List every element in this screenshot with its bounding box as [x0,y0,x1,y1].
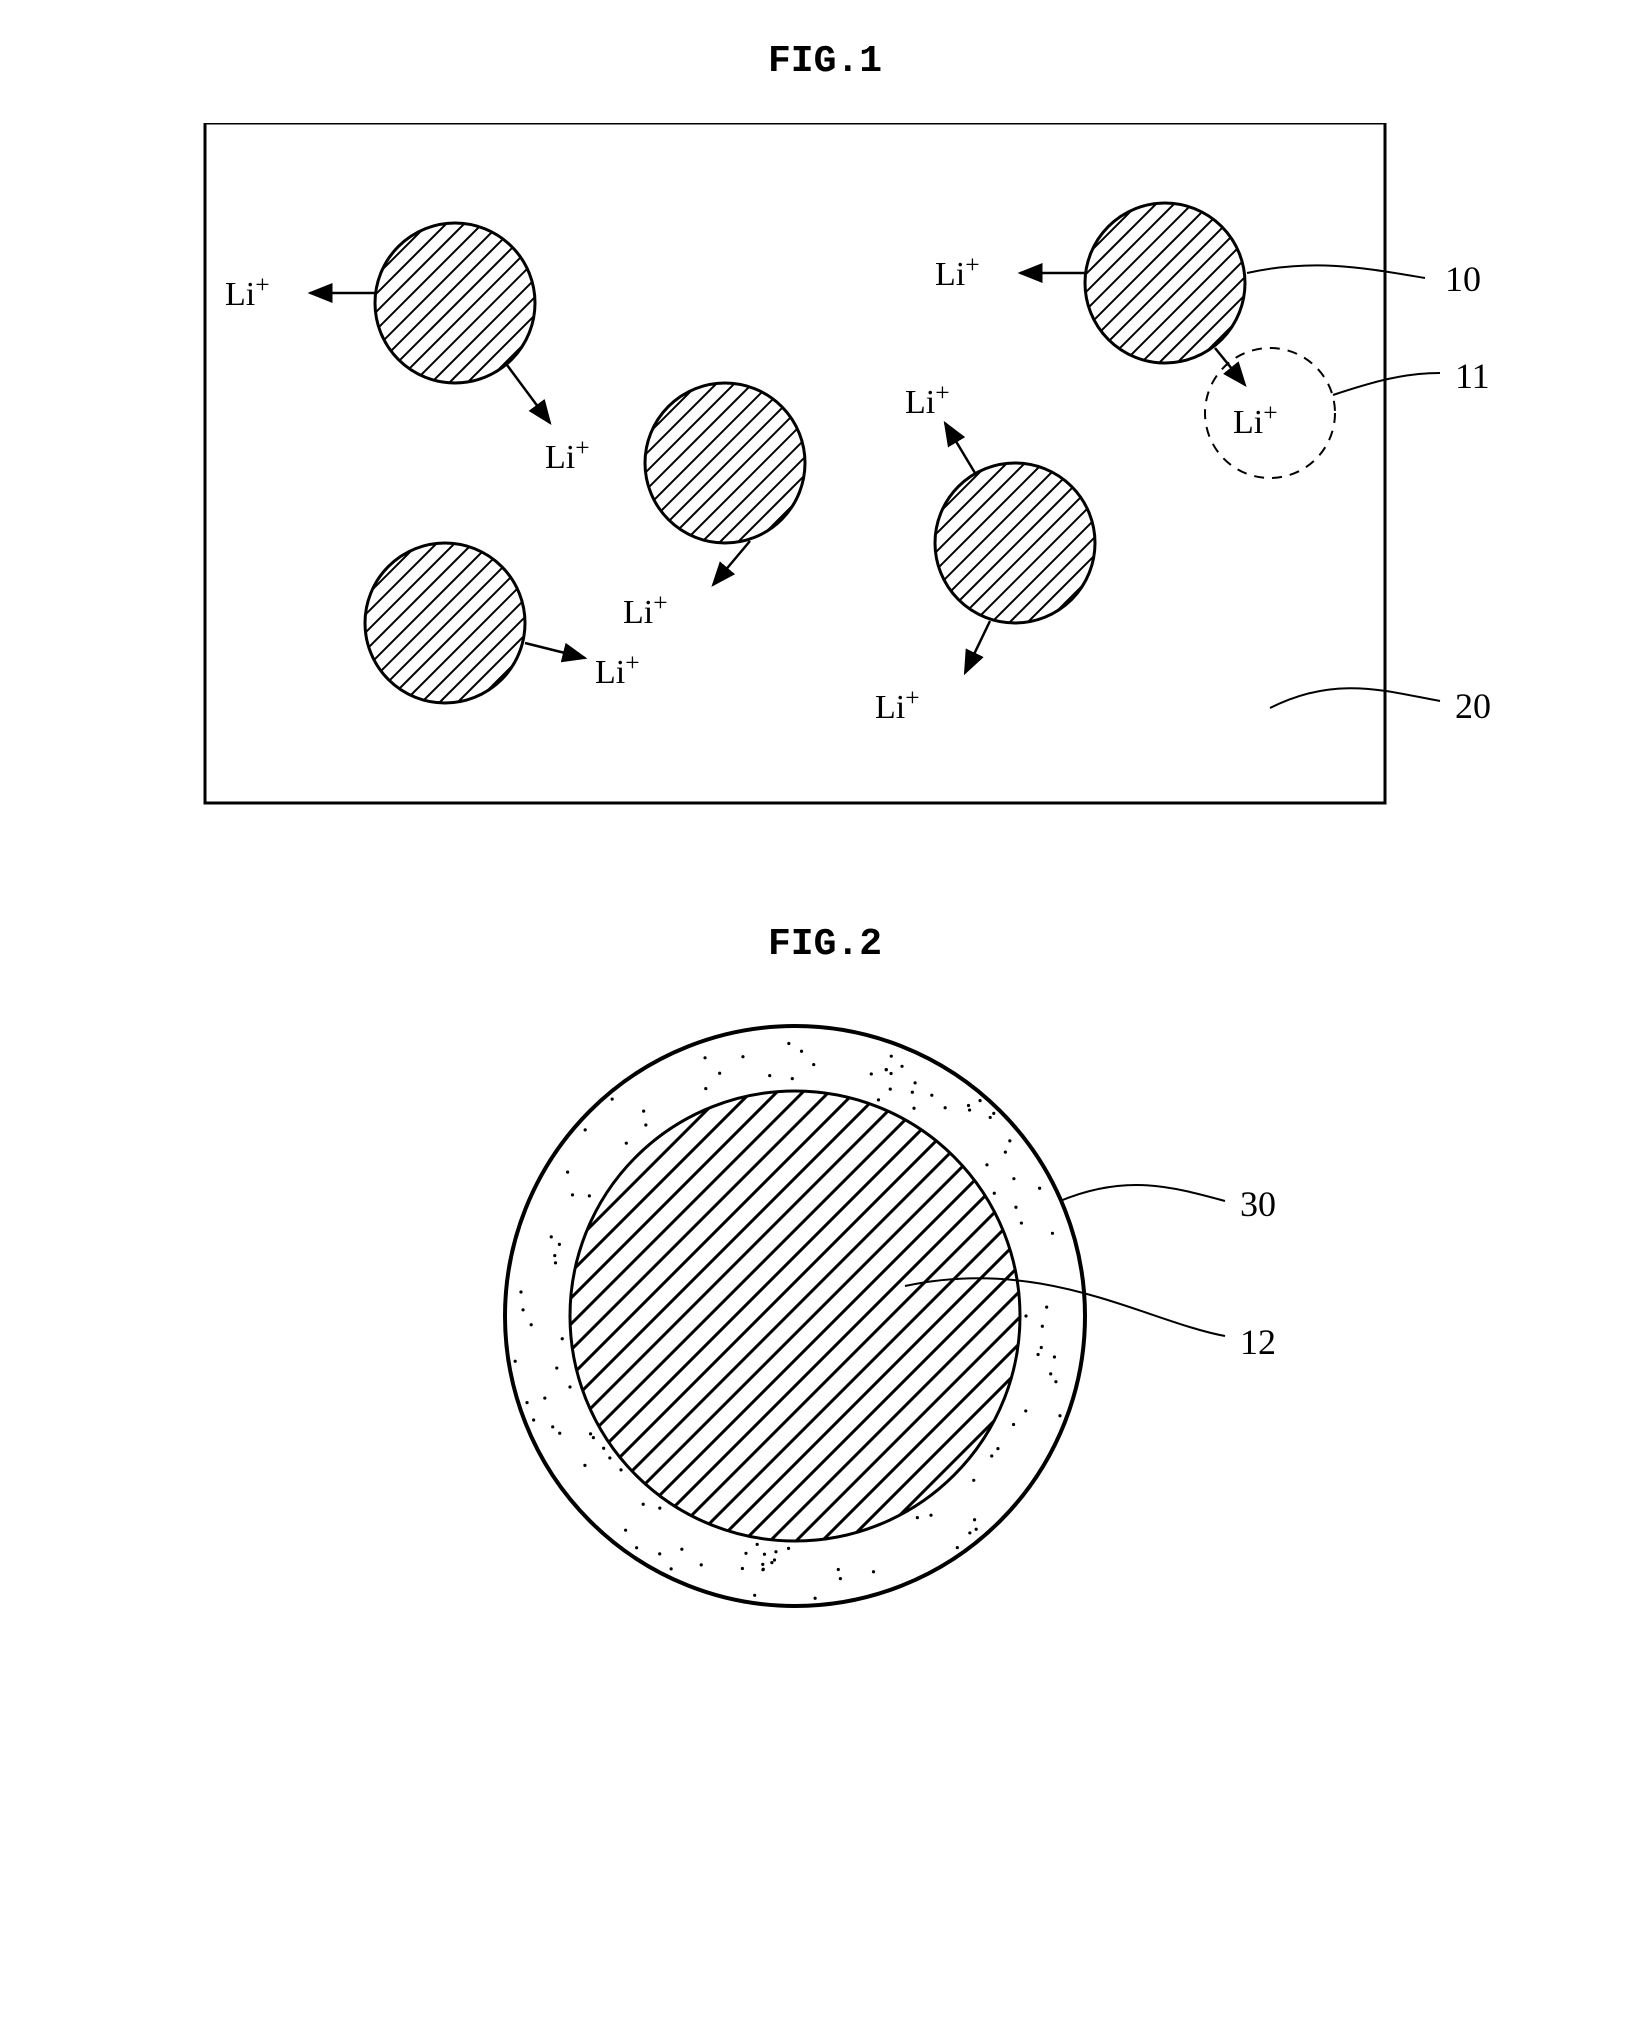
figure-1-svg: Li+Li+Li+Li+Li+Li+Li+Li+101120 [75,123,1575,843]
figure-2-svg: 30 12 [75,1006,1575,1646]
outer-shell-circle [505,1026,1085,1606]
callout-label: 11 [1455,356,1490,396]
figure-2-block: FIG.2 30 12 [40,923,1610,1646]
figure-2-title: FIG.2 [40,923,1610,966]
callout-label: 30 [1240,1184,1276,1224]
inner-core-circle [570,1091,1020,1541]
callout-label: 20 [1455,686,1491,726]
callout-label: 12 [1240,1322,1276,1362]
page: FIG.1 Li+Li+Li+Li+Li+Li+Li+Li+101120 FIG… [40,40,1610,1646]
coating-ring-dots [514,1042,1062,1600]
callout-label: 10 [1445,259,1481,299]
callout-leader [1060,1185,1225,1201]
figure-1-block: FIG.1 Li+Li+Li+Li+Li+Li+Li+Li+101120 [40,40,1610,843]
figure-1-title: FIG.1 [40,40,1610,83]
